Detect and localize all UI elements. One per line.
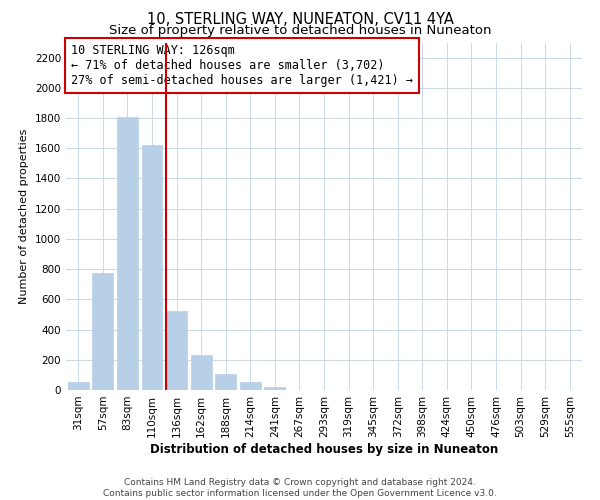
Bar (265, 387, 286, 390)
Text: Contains HM Land Registry data © Crown copyright and database right 2024.
Contai: Contains HM Land Registry data © Crown c… (103, 478, 497, 498)
Bar (240, 382, 261, 390)
Text: 10, STERLING WAY, NUNEATON, CV11 4YA: 10, STERLING WAY, NUNEATON, CV11 4YA (146, 12, 454, 28)
Bar (92, 273, 113, 390)
Bar (68, 382, 89, 390)
Bar (166, 312, 187, 390)
Bar (117, 116, 138, 390)
Text: 10 STERLING WAY: 126sqm
← 71% of detached houses are smaller (3,702)
27% of semi: 10 STERLING WAY: 126sqm ← 71% of detache… (71, 44, 413, 87)
X-axis label: Distribution of detached houses by size in Nuneaton: Distribution of detached houses by size … (150, 442, 498, 456)
Text: Size of property relative to detached houses in Nuneaton: Size of property relative to detached ho… (109, 24, 491, 37)
Bar (191, 355, 212, 390)
Bar (215, 374, 236, 390)
Bar (142, 145, 163, 390)
Y-axis label: Number of detached properties: Number of detached properties (19, 128, 29, 304)
